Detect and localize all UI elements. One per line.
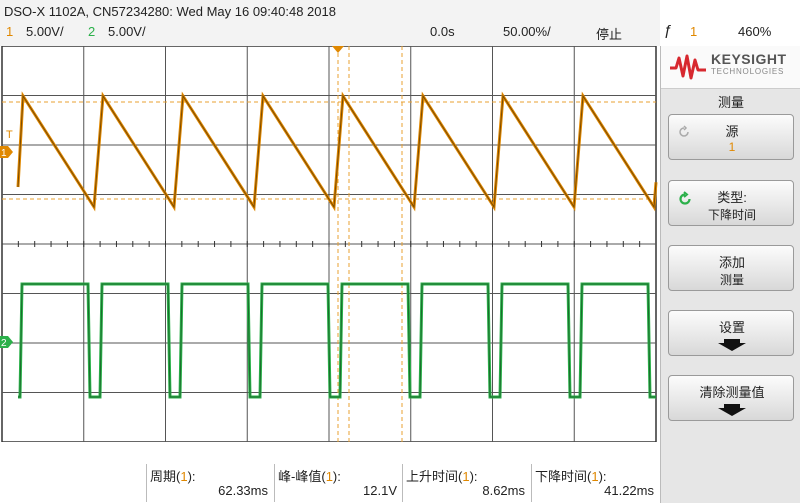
- measurement-1-label[interactable]: 周期(1):: [150, 469, 196, 484]
- rotate-icon: [679, 125, 689, 137]
- keysight-wave-icon: [670, 54, 706, 80]
- softkey-panel: KEYSIGHT TECHNOLOGIES 测量 源 1 类型: 下降时间 添加…: [660, 46, 800, 503]
- time-offset[interactable]: 0.0s: [430, 24, 455, 39]
- clear-measurements-softkey[interactable]: 清除测量值: [668, 375, 794, 421]
- add-value: 测量: [719, 273, 744, 287]
- source-label: 源: [725, 124, 739, 139]
- rotate-knob-icon: [679, 191, 691, 205]
- run-state[interactable]: 停止: [596, 27, 623, 42]
- settings-label: 设置: [718, 320, 745, 335]
- ch2-number[interactable]: 2: [88, 24, 96, 39]
- ch2-ground-marker[interactable]: 2: [0, 336, 13, 349]
- measurement-3-value: 8.62ms: [482, 483, 525, 498]
- ch2-waveform: [18, 282, 656, 399]
- trigger-level-marker[interactable]: T: [6, 129, 13, 141]
- ch1-ground-marker[interactable]: 1: [0, 146, 13, 159]
- type-value: 下降时间: [707, 208, 756, 222]
- brand-name: KEYSIGHT: [711, 51, 787, 67]
- trigger-level[interactable]: 460%: [738, 24, 772, 39]
- measurement-2-value: 12.1V: [363, 483, 397, 498]
- measurement-divider: [402, 464, 403, 502]
- measurement-4-value: 41.22ms: [604, 483, 654, 498]
- measurement-bar: 周期(1): 62.33ms 峰-峰值(1): 12.1V 上升时间(1): 8…: [0, 442, 660, 503]
- trigger-position-marker: [332, 46, 344, 53]
- ch1-number[interactable]: 1: [6, 24, 14, 39]
- falling-edge-trigger-icon: ƒ: [664, 22, 673, 39]
- svg-text:T: T: [6, 129, 13, 141]
- trigger-source[interactable]: 1: [690, 24, 698, 39]
- svg-text:2: 2: [1, 338, 7, 349]
- measurement-4-label[interactable]: 下降时间(1):: [535, 469, 607, 484]
- measurement-divider: [531, 464, 532, 502]
- measurement-1-value: 62.33ms: [218, 483, 268, 498]
- settings-softkey[interactable]: 设置: [668, 310, 794, 356]
- ch2-waveform-noise: [18, 283, 656, 398]
- measurement-divider: [274, 464, 275, 502]
- ch2-scale[interactable]: 5.00V/: [108, 24, 146, 39]
- clear-label: 清除测量值: [699, 385, 765, 400]
- add-label: 添加: [718, 255, 745, 270]
- time-scale[interactable]: 50.00%/: [503, 24, 551, 39]
- ch1-scale[interactable]: 5.00V/: [26, 24, 64, 39]
- waveform-display[interactable]: 1 T 2: [0, 46, 660, 442]
- keysight-logo: KEYSIGHT TECHNOLOGIES: [661, 46, 800, 89]
- measurement-2-label[interactable]: 峰-峰值(1):: [278, 469, 341, 484]
- instrument-title: DSO-X 1102A, CN57234280: Wed May 16 09:4…: [4, 4, 336, 19]
- source-softkey[interactable]: 源 1: [668, 114, 794, 160]
- status-bar: DSO-X 1102A, CN57234280: Wed May 16 09:4…: [0, 0, 771, 47]
- add-measurement-softkey[interactable]: 添加 测量: [668, 245, 794, 291]
- brand-sub: TECHNOLOGIES: [711, 67, 785, 76]
- type-softkey[interactable]: 类型: 下降时间: [668, 180, 794, 226]
- menu-title: 测量: [717, 95, 744, 110]
- svg-text:1: 1: [1, 148, 7, 159]
- down-arrow-icon: [718, 339, 746, 351]
- down-arrow-icon: [718, 404, 746, 416]
- source-value: 1: [728, 140, 736, 154]
- type-label: 类型:: [717, 190, 747, 205]
- ch1-waveform-noise: [17, 94, 657, 209]
- measurement-divider: [146, 464, 147, 502]
- waveform-graticule: 1 T 2: [0, 46, 658, 442]
- measurement-3-label[interactable]: 上升时间(1):: [406, 469, 478, 484]
